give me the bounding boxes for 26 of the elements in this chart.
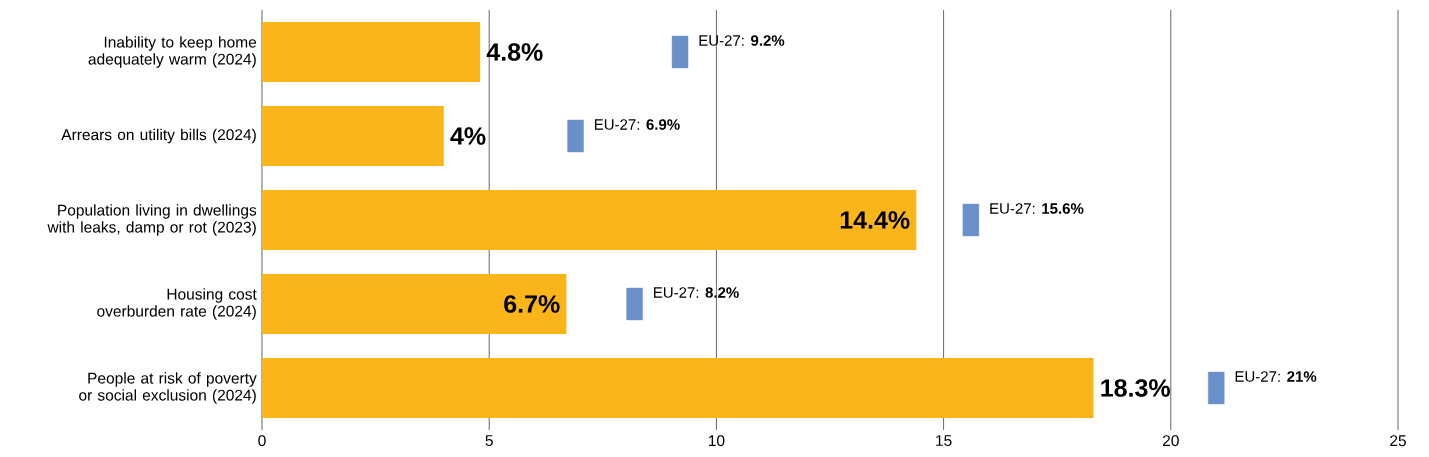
data-label: EU-27: 6.9%: [594, 119, 680, 130]
x-tick-label: 5: [485, 435, 493, 447]
x-tick-label: 20: [1162, 435, 1179, 447]
data-label: EU-27: 21%: [1235, 371, 1317, 382]
data-label: 4%: [450, 127, 486, 145]
bar: [262, 190, 917, 250]
data-label: EU-27: 15.6%: [990, 203, 1084, 214]
data-label: 14.4%: [840, 211, 910, 229]
x-tick-label: 10: [708, 435, 725, 447]
bar: [262, 358, 1094, 418]
data-label: 6.7%: [504, 295, 560, 313]
data-label: EU-27: 9.2%: [699, 35, 785, 46]
y-tick-label: People at risk of poverty or social exclusion (2024): [79, 372, 257, 404]
y-tick-label: Inability to keep home adequately warm (2024): [88, 36, 257, 68]
bar: [262, 274, 567, 334]
data-label: 4.8%: [486, 43, 543, 61]
bar: [262, 22, 481, 82]
y-tick-label: Housing cost overburden rate (2024): [97, 288, 257, 320]
y-tick-label: Population living in dwellings with leaks, damp or rot (2023): [47, 204, 257, 236]
x-tick-label: 0: [258, 435, 266, 447]
data-label: 18.3%: [1101, 379, 1170, 397]
data-label: EU-27: 8.2%: [654, 287, 739, 298]
x-tick-label: 15: [936, 435, 952, 447]
x-tick-label: 25: [1390, 435, 1406, 447]
y-tick-label: Arrears on utility bills (2024): [61, 128, 256, 144]
bar: [262, 106, 444, 166]
